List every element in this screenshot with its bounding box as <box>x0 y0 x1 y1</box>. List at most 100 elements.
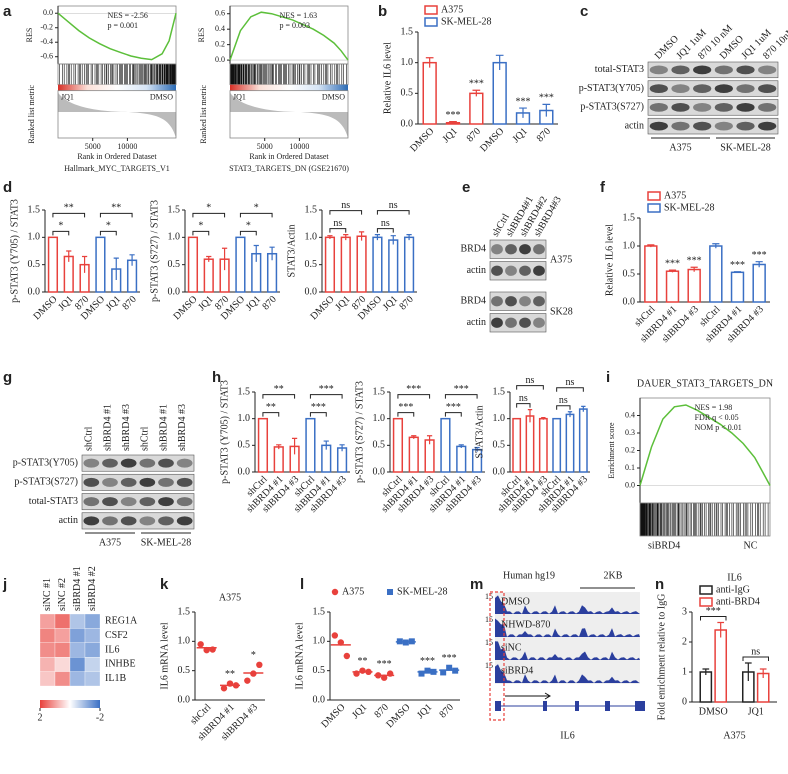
y-tick-label: 0.0 <box>625 480 635 489</box>
error-bar <box>541 417 546 420</box>
y-tick-label: 0.5 <box>168 259 181 270</box>
error-bar <box>276 444 282 450</box>
blot-band <box>505 296 517 307</box>
bar <box>403 236 415 293</box>
heat-cell <box>84 671 101 687</box>
y-tick-label: 0.0 <box>28 286 41 297</box>
row-label: p-STAT3(Y705) <box>13 457 78 468</box>
significance: ** <box>274 384 284 395</box>
error-bar <box>253 244 259 262</box>
y-tick-label: 1.0 <box>313 636 326 647</box>
blot-band <box>519 296 531 307</box>
track-signal <box>495 618 640 637</box>
significance: *** <box>539 93 554 104</box>
bar <box>565 413 575 473</box>
blot-band <box>83 497 100 507</box>
exon <box>495 701 501 711</box>
y-axis-label: p-STAT3 (Y705) / STAT3 <box>9 199 20 303</box>
enrichment-line <box>57 12 177 61</box>
significance: *** <box>319 384 334 395</box>
y-tick-label: 0.0 <box>238 466 251 477</box>
row-label: REG1A <box>105 615 138 626</box>
track-scale: 15 <box>485 661 493 670</box>
track-label: siNC <box>501 642 522 653</box>
legend-label: A375 <box>342 586 364 597</box>
blot-band <box>649 121 668 131</box>
blot-band <box>176 458 193 468</box>
y-tick-label: 1.5 <box>623 212 636 223</box>
panel-letter: h <box>212 369 221 386</box>
blot-band <box>139 458 156 468</box>
group-label: JQ1 <box>61 92 74 101</box>
legend-swatch <box>699 597 713 607</box>
enrichment-line <box>639 404 771 486</box>
y-tick-label: -0.4 <box>40 37 53 46</box>
y-tick-label: 0.5 <box>178 665 191 676</box>
group-label: SK-MEL-28 <box>720 142 771 153</box>
significance-bracket <box>444 412 462 417</box>
bar <box>392 417 404 473</box>
panel-letter: a <box>3 3 12 20</box>
significance: *** <box>446 110 461 121</box>
significance: ns <box>526 375 535 386</box>
significance: *** <box>398 402 413 413</box>
blot-band <box>758 65 777 75</box>
row-label: IL1B <box>105 673 126 684</box>
tss-arrow <box>505 692 551 700</box>
bar <box>187 236 199 293</box>
blot-band <box>649 65 668 75</box>
blot-band <box>102 497 118 507</box>
bar <box>456 445 467 473</box>
significance-bracket <box>700 616 727 621</box>
bar <box>512 417 522 473</box>
y-tick-label: 0.0 <box>401 118 414 129</box>
significance: *** <box>442 653 457 664</box>
bar <box>687 268 701 303</box>
y-tick-label: 1.0 <box>305 232 318 243</box>
blot-band <box>671 102 690 112</box>
track-scale: 15 <box>485 592 493 601</box>
significance-bracket <box>329 228 347 233</box>
y-tick-label: 0.5 <box>493 440 506 451</box>
point <box>244 677 251 684</box>
blot-band <box>505 265 517 276</box>
blot-band <box>505 317 517 328</box>
error-bar <box>426 435 433 445</box>
blot-band <box>533 244 545 255</box>
heat-cell <box>39 613 56 629</box>
rank-gradient <box>58 84 176 91</box>
exon <box>543 701 547 711</box>
row-label: BRD4 <box>460 296 486 307</box>
row-label: actin <box>59 515 78 526</box>
y-tick-label: 1.5 <box>493 386 506 397</box>
significance: *** <box>406 384 421 395</box>
y-tick-label: 1.5 <box>178 606 191 617</box>
legend-label: anti-BRD4 <box>716 596 760 607</box>
group-label: A375 <box>669 142 691 153</box>
significance: *** <box>730 260 745 271</box>
significance: ns <box>341 200 350 211</box>
error-bar <box>358 231 365 241</box>
row-label: p-STAT3(S727) <box>14 477 78 488</box>
error-bar <box>449 120 457 124</box>
x-tick-label: 5000 <box>85 142 101 151</box>
lane-label: shBRD4 #3 <box>121 404 132 451</box>
heat-cell <box>54 628 71 643</box>
bar <box>235 236 246 293</box>
bar <box>203 258 214 293</box>
error-bar <box>425 57 434 68</box>
significance-bracket <box>192 230 210 236</box>
y-axis-label: RES <box>197 28 206 43</box>
blot-band <box>714 121 733 131</box>
x-axis-label: Rank in Ordered Dataset <box>77 152 157 161</box>
track-label: siBRD4 <box>501 665 533 676</box>
legend-label: anti-IgG <box>716 584 750 595</box>
y-tick-label: 1.5 <box>305 204 318 215</box>
significance: ** <box>64 203 74 214</box>
heat-cell <box>54 642 71 658</box>
significance-bracket <box>397 394 431 399</box>
x-tick-label: JQ1 <box>748 706 764 717</box>
annotation: FDR q < 0.05 <box>695 413 739 422</box>
y-axis-label: Enrichment score <box>607 422 616 479</box>
